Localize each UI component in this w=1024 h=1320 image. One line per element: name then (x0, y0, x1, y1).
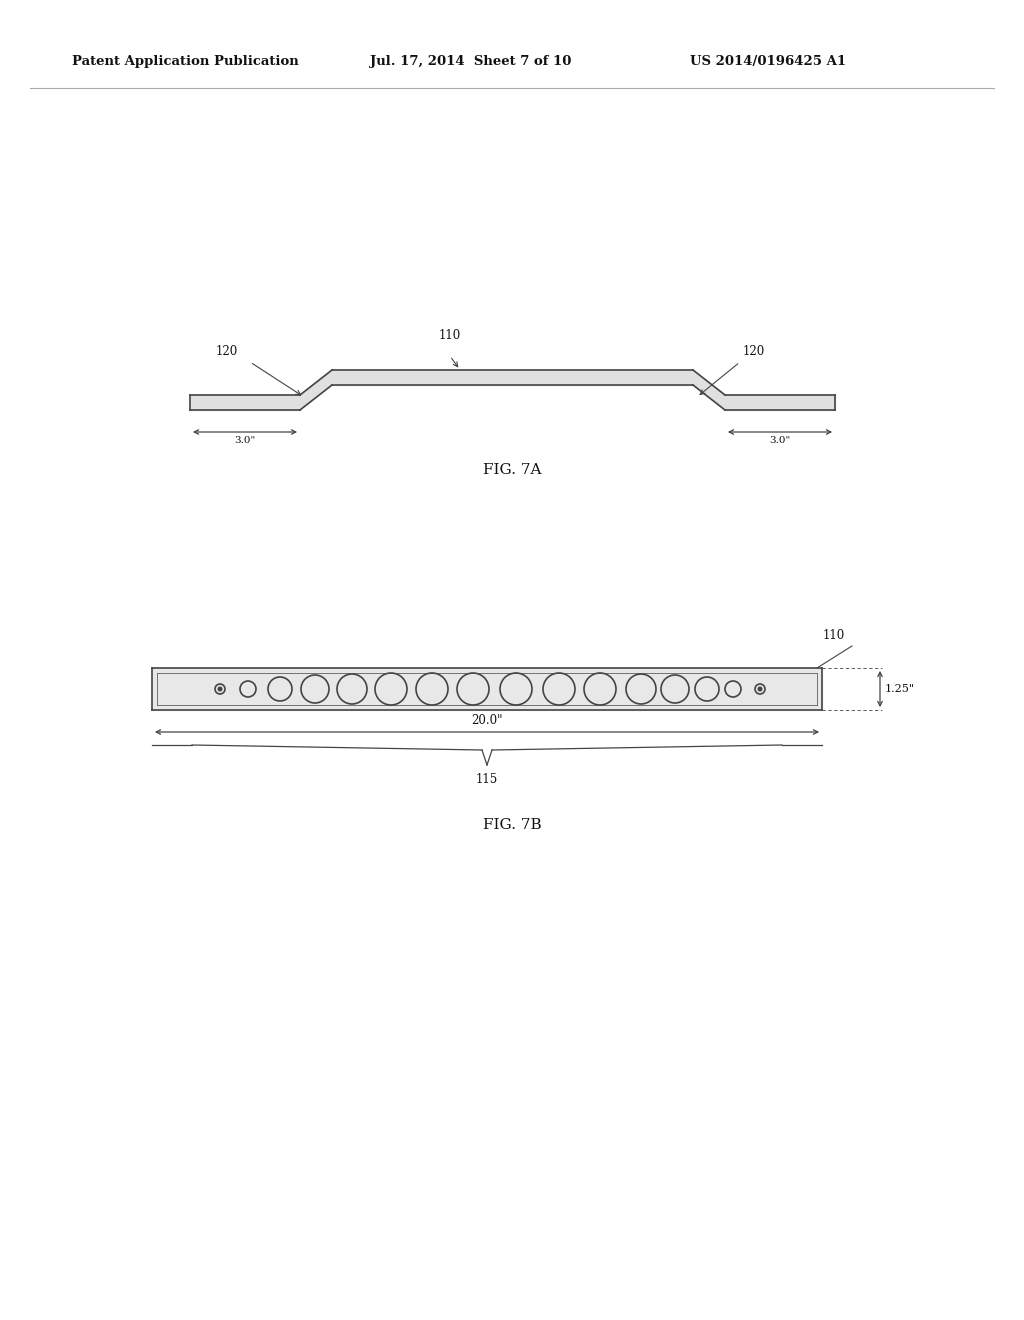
Text: Patent Application Publication: Patent Application Publication (72, 55, 299, 69)
Polygon shape (300, 370, 332, 411)
Text: FIG. 7B: FIG. 7B (482, 818, 542, 832)
Text: 1.25": 1.25" (885, 684, 915, 694)
Text: 3.0": 3.0" (769, 436, 791, 445)
Polygon shape (152, 668, 822, 710)
Text: Jul. 17, 2014  Sheet 7 of 10: Jul. 17, 2014 Sheet 7 of 10 (370, 55, 571, 69)
Text: 110: 110 (439, 329, 461, 342)
Text: 115: 115 (476, 774, 498, 785)
Polygon shape (190, 395, 300, 411)
Circle shape (218, 688, 222, 690)
Polygon shape (693, 370, 725, 411)
Text: 20.0": 20.0" (471, 714, 503, 727)
Text: 3.0": 3.0" (234, 436, 256, 445)
Text: 120: 120 (743, 345, 765, 358)
Circle shape (758, 688, 762, 690)
Text: 120: 120 (216, 345, 238, 358)
Text: US 2014/0196425 A1: US 2014/0196425 A1 (690, 55, 846, 69)
Polygon shape (725, 395, 835, 411)
Polygon shape (332, 370, 693, 385)
Text: FIG. 7A: FIG. 7A (482, 463, 542, 477)
Text: 110: 110 (823, 630, 845, 642)
